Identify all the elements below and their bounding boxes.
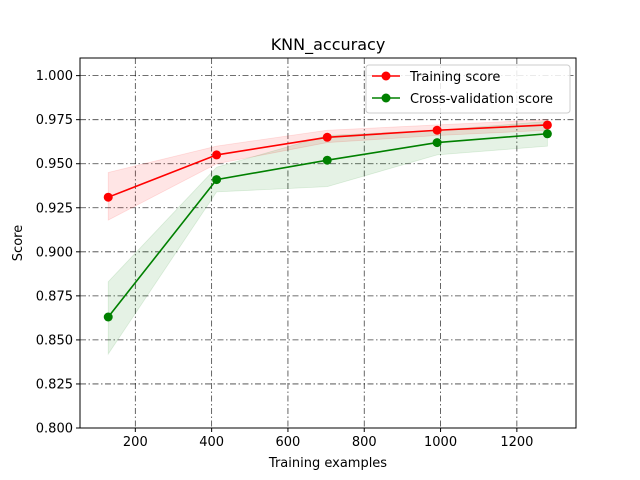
training-score-point (432, 125, 442, 135)
chart-title: KNN_accuracy (271, 35, 386, 55)
legend-swatch-training-marker (381, 71, 391, 81)
x-tick-label: 600 (276, 435, 301, 450)
legend-label-training: Training score (409, 70, 500, 85)
cv-score-point (322, 155, 332, 165)
legend-swatch-cv-marker (381, 93, 391, 103)
plot-frame (79, 57, 577, 429)
y-tick-label: 0.825 (36, 377, 73, 392)
y-tick-label: 1.000 (36, 69, 73, 84)
y-tick-label: 0.900 (36, 245, 73, 260)
training-score-point (212, 150, 222, 160)
cv-score-point (542, 129, 552, 139)
legend-label-cv: Cross-validation score (410, 92, 553, 107)
x-axis-label: Training examples (268, 456, 387, 471)
y-tick-label: 0.850 (36, 333, 73, 348)
legend-box (365, 64, 571, 114)
y-tick-label: 0.950 (36, 157, 73, 172)
x-tick-label: 400 (199, 435, 224, 450)
y-tick-label: 0.875 (36, 289, 73, 304)
legend: Training score Cross-validation score (365, 64, 571, 114)
y-tick-label: 0.925 (36, 201, 73, 216)
y-tick-label: 0.975 (36, 113, 73, 128)
x-tick-label: 200 (123, 435, 148, 450)
x-tick-label: 800 (352, 435, 377, 450)
cv-score-point (432, 138, 442, 148)
y-tick-label: 0.800 (36, 422, 73, 437)
cv-score-point (212, 175, 222, 185)
y-axis-label: Score (11, 225, 26, 261)
training-score-point (322, 132, 332, 142)
x-tick-label: 1200 (500, 435, 533, 450)
training-score-point (103, 192, 113, 202)
cv-score-point (103, 312, 113, 322)
training-score-point (542, 120, 552, 130)
series-points (103, 120, 552, 322)
x-tick-label: 1000 (424, 435, 457, 450)
axis-ticks: 200 400 600 800 1000 1200 0.800 0.825 0.850 0.875… (36, 69, 534, 450)
